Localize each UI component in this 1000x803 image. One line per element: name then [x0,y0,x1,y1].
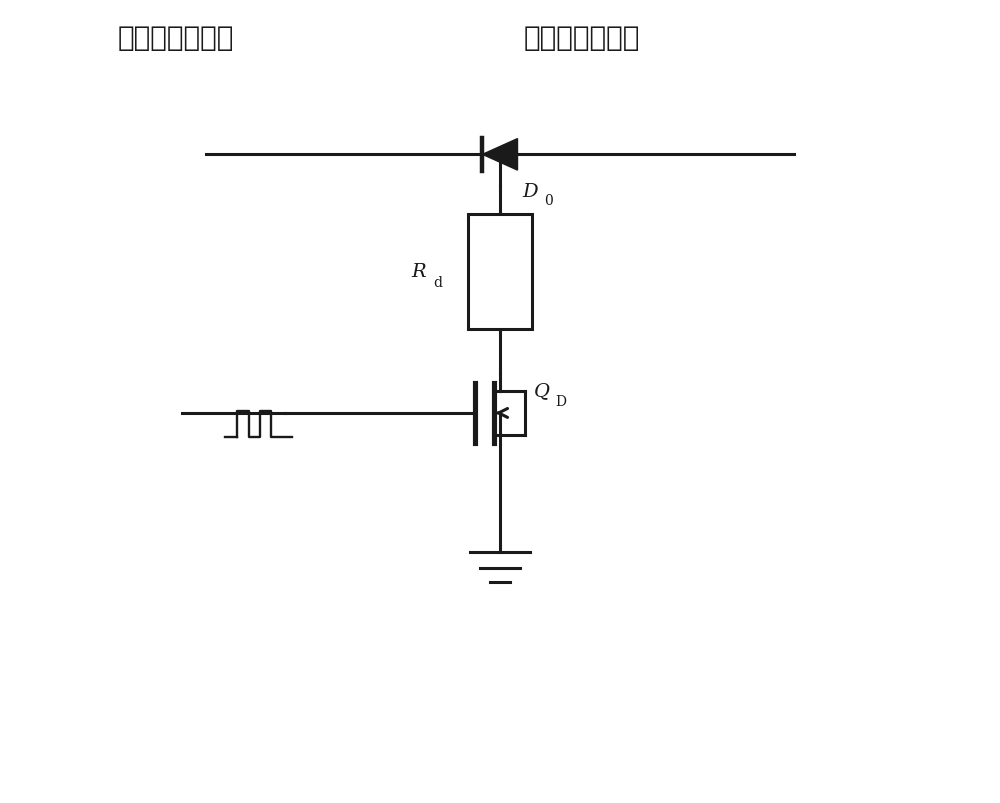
Text: D: D [556,394,567,409]
Text: R: R [411,263,426,280]
Polygon shape [482,140,518,171]
Bar [468,214,532,330]
Text: 接充电电源模块: 接充电电源模块 [118,24,234,52]
Text: 0: 0 [545,194,553,207]
Text: D: D [522,182,538,201]
Text: Q: Q [533,382,549,400]
Text: d: d [433,275,442,290]
Text: 接串联锂电池组: 接串联锂电池组 [524,24,640,52]
